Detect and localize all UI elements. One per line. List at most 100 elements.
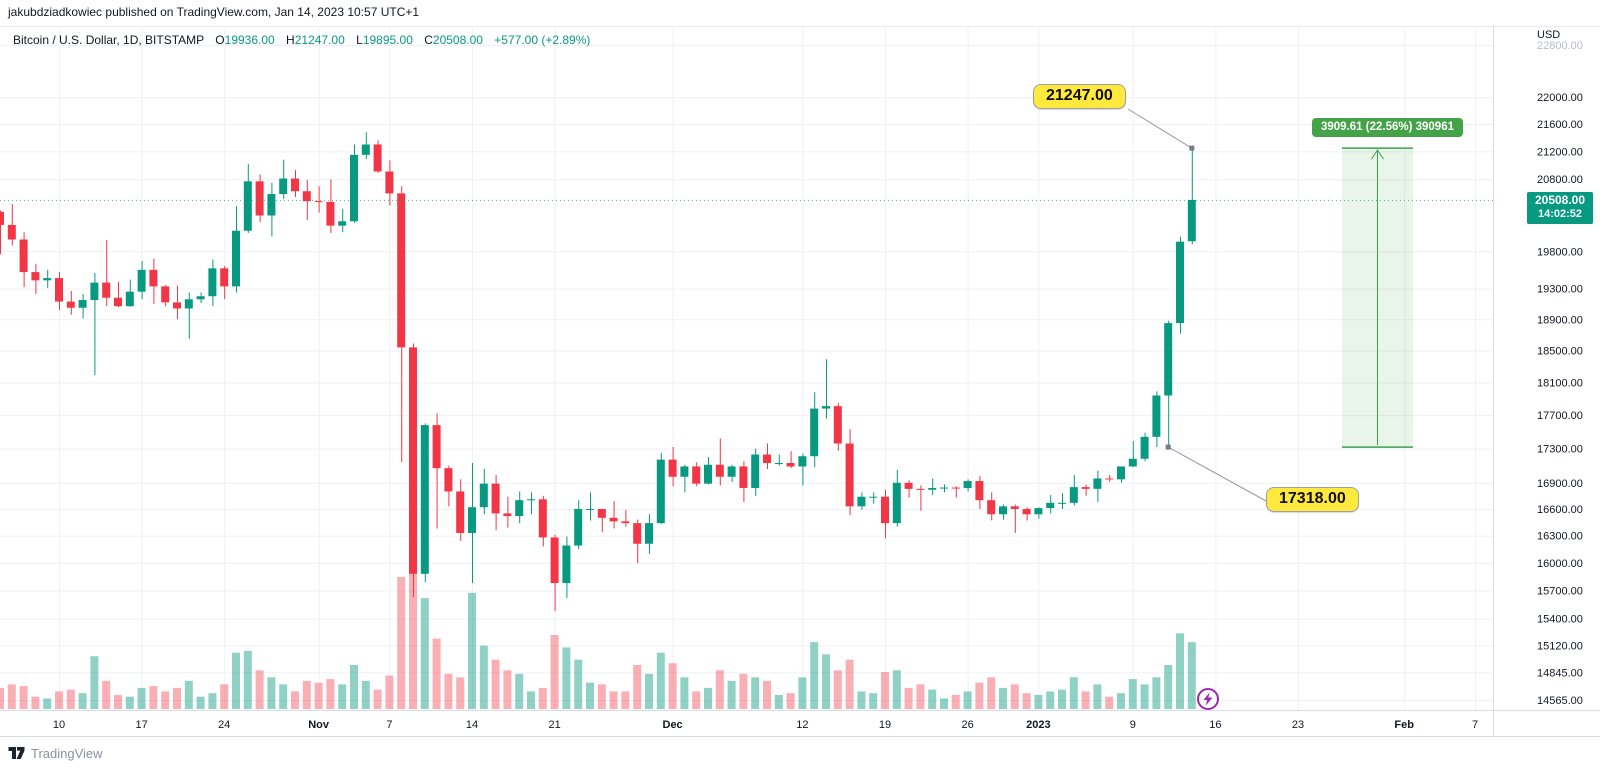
candle-body — [574, 508, 583, 546]
low-value: 19895.00 — [362, 33, 413, 47]
candle-body — [1046, 502, 1055, 509]
volume-bar — [1164, 665, 1173, 709]
candle-body — [1034, 508, 1043, 515]
time-axis[interactable]: 10 17 24 Nov 7 14 21 Dec 12 19 26 2023 9 16 23 Feb 7 — [53, 719, 1478, 731]
footer-branding[interactable]: TradingView — [8, 746, 103, 761]
volume-bar — [798, 677, 807, 709]
callout-leader-line — [1167, 446, 1267, 502]
callout-label-low[interactable]: 17318.00 — [1266, 487, 1359, 512]
candle-body — [786, 463, 795, 467]
flash-lightning-icon[interactable] — [1197, 688, 1219, 710]
candle-body — [645, 523, 653, 544]
candle-body — [55, 278, 63, 302]
price-tick-label: 20800.00 — [1537, 174, 1583, 186]
chart-legend[interactable]: Bitcoin / U.S. Dollar, 1D, BITSTAMP O199… — [13, 33, 590, 47]
candle-body — [279, 178, 288, 195]
volume-bar — [420, 598, 429, 709]
candle-body — [656, 459, 665, 524]
price-tick-label: 15700.00 — [1537, 585, 1583, 597]
price-range-measure-box[interactable] — [1342, 147, 1413, 448]
callout-anchor-dot[interactable] — [1165, 444, 1171, 450]
candle-body — [538, 499, 547, 538]
callout-anchor-dot[interactable] — [1189, 145, 1195, 151]
volume-bar — [774, 694, 783, 709]
candle-body — [7, 224, 16, 240]
volume-bar — [137, 687, 146, 709]
candle-body — [125, 291, 134, 307]
price-tick-label: 22800.00 — [1537, 40, 1583, 52]
candle-body — [149, 269, 158, 287]
candle-body — [963, 481, 972, 488]
candle-body — [432, 425, 441, 469]
volume-bars — [0, 533, 1196, 709]
time-tick-label: 14 — [466, 719, 478, 731]
open-label: O — [215, 33, 225, 47]
candle-body — [715, 464, 724, 477]
candle-body — [1152, 395, 1161, 437]
volume-bar — [0, 687, 4, 709]
price-tick-label: 15400.00 — [1537, 614, 1583, 626]
time-tick-label: 21 — [548, 719, 560, 731]
volume-bar — [963, 691, 972, 709]
candle-body — [444, 468, 453, 492]
volume-bar — [704, 687, 712, 709]
candle-body — [409, 347, 417, 574]
price-tick-label: 21600.00 — [1537, 119, 1583, 131]
candle-body — [1105, 478, 1114, 480]
candle-body — [999, 506, 1007, 515]
volume-bar — [220, 684, 229, 709]
candle-body — [184, 299, 193, 309]
candle-body — [173, 302, 181, 309]
volume-bar — [302, 680, 311, 709]
time-tick-label: 2023 — [1026, 719, 1050, 731]
price-tick-label: 21200.00 — [1537, 146, 1583, 158]
volume-bar — [373, 689, 382, 709]
volume-bar — [857, 691, 866, 709]
candle-body — [1117, 466, 1125, 480]
candle-body — [1187, 199, 1196, 242]
price-range-measure-label[interactable]: 3909.61 (22.56%) 390961 — [1312, 118, 1463, 137]
candle-body — [0, 211, 4, 225]
time-tick-label: 12 — [796, 719, 808, 731]
candle-body — [338, 221, 347, 226]
candle-body — [892, 482, 901, 524]
candle-body — [1069, 487, 1078, 503]
price-tick-label: 18900.00 — [1537, 314, 1583, 326]
candle-body — [845, 443, 854, 507]
volume-bar — [538, 687, 547, 709]
volume-bar — [1093, 684, 1102, 709]
candle-body — [881, 496, 889, 524]
volume-bar — [1022, 693, 1031, 709]
price-tick-label: 16900.00 — [1537, 478, 1583, 490]
price-tick-label: 18500.00 — [1537, 346, 1583, 358]
candle-body — [267, 194, 276, 216]
candle-body — [291, 178, 299, 192]
measure-arrow-head — [1371, 149, 1384, 160]
volume-bar — [550, 635, 559, 709]
volume-bar — [491, 659, 500, 709]
volume-bar — [397, 577, 406, 709]
callout-label-high[interactable]: 21247.00 — [1033, 84, 1126, 109]
candle-body — [763, 454, 771, 464]
price-tick-label: 14845.00 — [1537, 667, 1583, 679]
open-value: 19936.00 — [224, 33, 275, 47]
time-tick-label: 19 — [879, 719, 891, 731]
candle-body — [1010, 506, 1019, 509]
time-tick-label: 16 — [1209, 719, 1221, 731]
volume-bar — [279, 684, 288, 709]
candles-pane[interactable] — [0, 132, 1196, 612]
volume-bar — [975, 682, 984, 709]
candle-body — [503, 513, 512, 517]
candle-body — [1128, 458, 1137, 467]
candle-body — [951, 487, 960, 489]
candle-body — [373, 144, 382, 172]
volume-bar — [1058, 689, 1066, 709]
candle-body — [66, 301, 75, 308]
volume-bar — [291, 691, 299, 709]
low-label: L — [356, 33, 363, 47]
volume-bar — [574, 659, 583, 709]
volume-bar — [1140, 684, 1149, 709]
